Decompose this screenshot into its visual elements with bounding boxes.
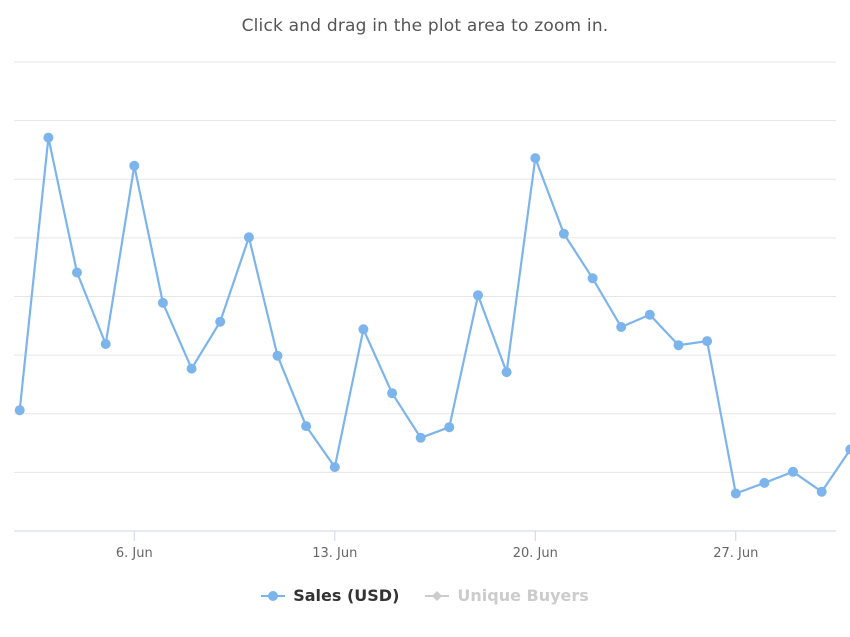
data-point[interactable] xyxy=(215,316,226,327)
data-point[interactable] xyxy=(129,160,140,171)
data-point[interactable] xyxy=(14,405,25,416)
x-axis: 6. Jun 13. Jun 20. Jun 27. Jun xyxy=(14,530,836,561)
data-point[interactable] xyxy=(501,367,512,378)
chart-subtitle: Click and drag in the plot area to zoom … xyxy=(241,16,609,36)
data-point[interactable] xyxy=(788,466,798,477)
data-point[interactable] xyxy=(186,363,197,374)
data-point[interactable] xyxy=(387,388,398,399)
x-tick-label: 13. Jun xyxy=(312,546,357,561)
data-point[interactable] xyxy=(558,228,569,239)
legend-label-sales-usd: Sales (USD) xyxy=(293,586,400,605)
legend-line-dot-icon xyxy=(261,590,286,601)
legend-item-unique-buyers[interactable]: Unique Buyers xyxy=(425,586,589,605)
data-point[interactable] xyxy=(157,297,168,308)
data-point[interactable] xyxy=(644,309,655,320)
x-tick-label: 6. Jun xyxy=(116,546,153,561)
data-point[interactable] xyxy=(673,340,684,351)
legend: Sales (USD) Unique Buyers xyxy=(0,586,850,605)
data-point[interactable] xyxy=(301,421,312,432)
x-tick-label: 27. Jun xyxy=(713,546,758,561)
legend-line-diamond-icon xyxy=(425,590,450,601)
data-point[interactable] xyxy=(473,290,483,301)
x-tick-label: 20. Jun xyxy=(513,546,558,561)
data-point[interactable] xyxy=(616,322,627,332)
data-point[interactable] xyxy=(845,444,850,455)
data-point[interactable] xyxy=(358,324,369,335)
series-sales-usd[interactable] xyxy=(14,132,850,499)
legend-label-unique-buyers: Unique Buyers xyxy=(457,586,589,605)
data-point[interactable] xyxy=(329,462,340,473)
legend-item-sales-usd[interactable]: Sales (USD) xyxy=(261,586,399,605)
data-point[interactable] xyxy=(100,339,111,349)
data-point[interactable] xyxy=(272,350,283,361)
data-point[interactable] xyxy=(587,273,598,284)
data-point[interactable] xyxy=(530,153,541,164)
data-point[interactable] xyxy=(444,422,455,433)
data-point[interactable] xyxy=(243,232,254,243)
plot-area[interactable]: 6. Jun 13. Jun 20. Jun 27. Jun xyxy=(0,0,850,580)
data-point[interactable] xyxy=(702,336,713,347)
data-point[interactable] xyxy=(72,267,82,278)
data-point[interactable] xyxy=(759,477,770,488)
data-point[interactable] xyxy=(43,132,54,143)
data-point[interactable] xyxy=(816,486,827,497)
data-point[interactable] xyxy=(730,488,741,499)
series-line-sales-usd xyxy=(18,136,850,495)
grid-lines xyxy=(14,61,836,473)
data-point[interactable] xyxy=(415,432,426,443)
